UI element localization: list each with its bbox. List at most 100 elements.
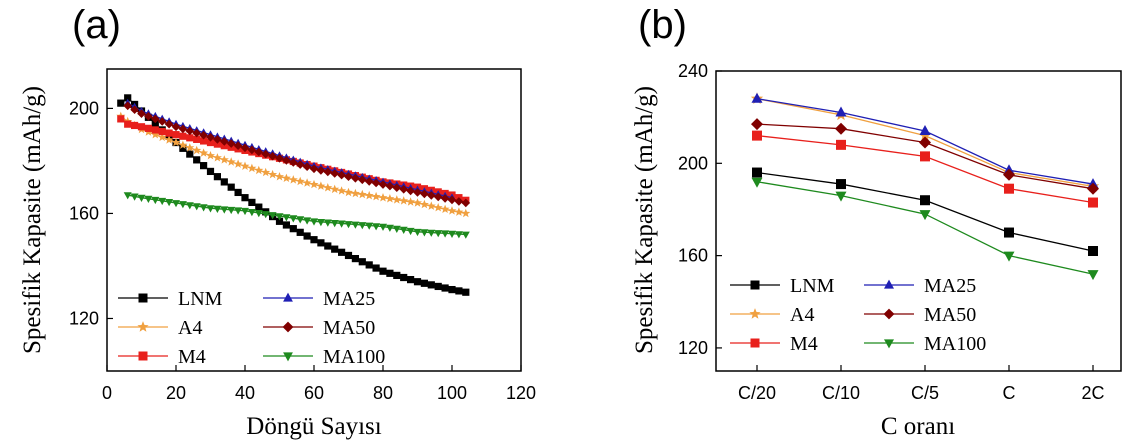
data-point xyxy=(178,201,187,209)
series-ma50 xyxy=(751,118,1099,195)
data-point xyxy=(234,188,242,197)
panel-label-b: (b) xyxy=(638,3,687,47)
data-point xyxy=(919,125,931,135)
legend-marker xyxy=(282,321,294,333)
data-point xyxy=(371,178,381,188)
data-point xyxy=(227,206,236,215)
y-tick-label: 160 xyxy=(69,203,99,223)
data-point xyxy=(241,194,249,202)
data-point xyxy=(220,206,229,214)
data-point xyxy=(179,144,187,152)
x-tick-label: C/20 xyxy=(738,383,776,403)
data-point xyxy=(1003,251,1015,262)
data-point xyxy=(420,229,429,237)
data-point xyxy=(282,221,290,229)
data-point xyxy=(413,278,422,286)
data-point xyxy=(378,193,388,202)
data-point xyxy=(302,162,312,171)
data-point xyxy=(461,208,471,218)
x-tick-label: C xyxy=(1003,383,1016,403)
x-tick-label: 0 xyxy=(102,383,112,403)
data-point xyxy=(200,162,208,170)
data-point xyxy=(330,169,339,178)
data-point xyxy=(247,145,257,155)
data-point xyxy=(454,207,464,216)
data-point xyxy=(434,230,443,238)
data-point xyxy=(233,159,243,168)
x-tick-label: 60 xyxy=(304,383,324,403)
y-tick-label: 120 xyxy=(678,338,708,358)
data-point xyxy=(920,151,930,162)
data-point xyxy=(172,131,180,139)
data-point xyxy=(351,255,359,263)
y-axis-title-b: Spesifik Kapasite (mAh/g) xyxy=(631,86,658,354)
data-point xyxy=(385,181,395,191)
series-m4 xyxy=(752,130,1098,208)
data-point xyxy=(123,192,132,200)
legend-label: LNM xyxy=(790,275,835,297)
data-point xyxy=(117,99,125,107)
data-point xyxy=(234,207,243,215)
data-point xyxy=(337,220,346,228)
data-point xyxy=(434,282,442,291)
data-point xyxy=(1087,182,1099,195)
x-tick-label: 80 xyxy=(373,383,393,403)
data-point xyxy=(130,193,139,201)
data-point xyxy=(144,195,153,203)
data-point xyxy=(151,196,160,205)
legend-label: A4 xyxy=(790,304,814,326)
data-point xyxy=(296,228,304,236)
data-point xyxy=(751,177,763,188)
axis-ticks-a: 0 20 40 60 80 100 120 120 160 200 xyxy=(69,98,536,403)
data-point xyxy=(150,130,160,139)
data-point xyxy=(399,226,408,234)
data-point xyxy=(448,285,456,294)
data-point xyxy=(419,199,429,209)
data-point xyxy=(275,213,284,221)
data-point xyxy=(137,194,146,202)
data-point xyxy=(268,169,278,179)
data-point xyxy=(254,147,264,157)
data-point xyxy=(835,191,847,202)
data-point xyxy=(406,197,416,206)
data-point xyxy=(751,118,763,131)
data-point xyxy=(920,195,930,206)
data-point xyxy=(247,163,257,173)
y-tick-label: 240 xyxy=(678,61,708,81)
data-point xyxy=(344,251,353,260)
x-tick-label: 20 xyxy=(166,383,186,403)
data-point xyxy=(1087,270,1099,281)
data-point xyxy=(206,167,215,176)
data-point xyxy=(268,212,277,220)
data-point xyxy=(185,126,195,136)
data-point xyxy=(199,204,208,212)
data-point xyxy=(268,151,277,161)
data-point xyxy=(455,287,463,295)
data-point xyxy=(316,181,326,190)
data-point xyxy=(399,185,408,194)
data-point xyxy=(1004,227,1014,238)
data-point xyxy=(303,217,312,225)
data-point xyxy=(158,127,166,136)
y-tick-label: 200 xyxy=(69,98,99,118)
data-point xyxy=(324,242,332,250)
data-point xyxy=(385,224,394,232)
data-point xyxy=(1088,197,1098,208)
data-point xyxy=(172,200,180,208)
data-point xyxy=(289,215,298,223)
data-point xyxy=(427,229,436,237)
data-point xyxy=(213,205,222,213)
legend-label: MA25 xyxy=(924,275,976,297)
data-point xyxy=(302,178,312,187)
data-point xyxy=(171,137,181,147)
data-point xyxy=(137,109,146,118)
data-point xyxy=(151,120,159,128)
data-point xyxy=(427,281,435,289)
data-point xyxy=(282,156,291,165)
data-point xyxy=(254,165,264,175)
data-point xyxy=(151,114,160,124)
plot-frame-b xyxy=(715,70,1122,372)
series-ma100 xyxy=(123,192,470,239)
data-point xyxy=(199,148,209,157)
data-point xyxy=(317,239,325,247)
